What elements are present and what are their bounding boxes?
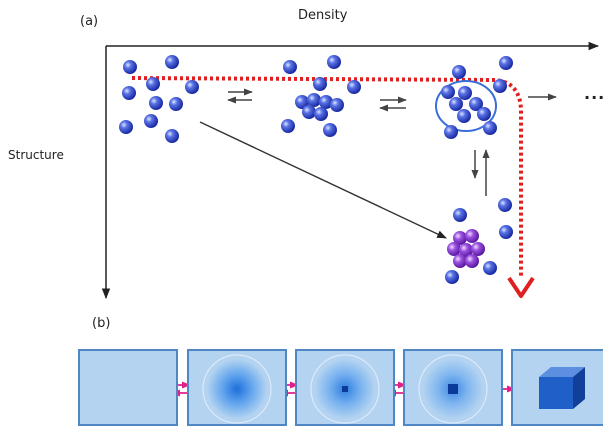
cluster-dense-liquid	[281, 55, 361, 137]
stage-box-2	[187, 349, 287, 426]
structure-axis-label: Structure	[8, 148, 64, 162]
stage-box-4	[403, 349, 503, 426]
droplet-with-crystal	[418, 354, 488, 424]
density-axis-label: Density	[298, 8, 348, 23]
cluster-dilute-solution	[119, 55, 199, 143]
panel-a-label: (a)	[80, 14, 99, 29]
equilibrium-arrows-2-3	[379, 96, 407, 112]
equilibrium-arrows-1-2	[227, 88, 253, 104]
equilibrium-arrows-3-4	[471, 149, 490, 196]
stage-box-5	[511, 349, 603, 426]
cluster-crystal-nucleus	[445, 198, 513, 284]
panel-b-label: (b)	[92, 316, 111, 331]
droplet-with-nucleus	[310, 354, 380, 424]
crystal-cube	[539, 367, 585, 409]
classical-pathway-arrow	[199, 121, 447, 239]
ellipsis: ...	[584, 84, 603, 103]
pathway-arrowhead	[507, 276, 535, 298]
cluster-dense-droplet	[435, 56, 513, 139]
two-step-pathway	[131, 76, 523, 278]
dense-liquid-droplet	[202, 354, 272, 424]
stage-box-3	[295, 349, 395, 426]
stage-box-1	[78, 349, 178, 426]
